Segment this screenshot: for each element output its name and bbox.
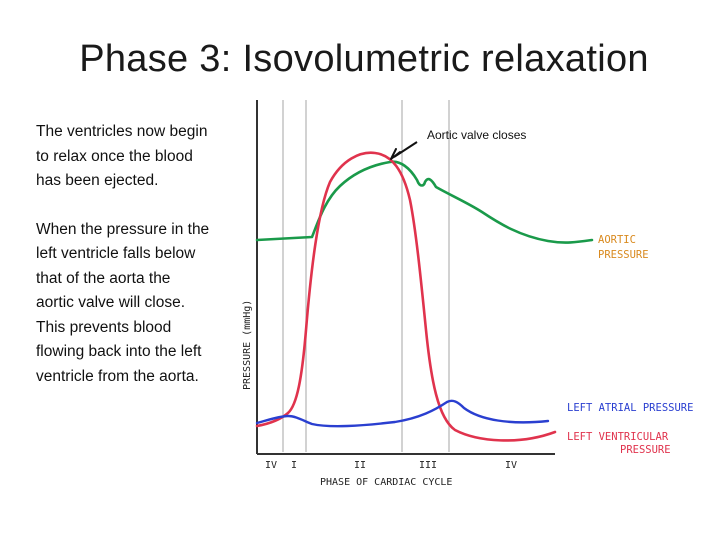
aortic-pressure-curve: [255, 160, 594, 244]
aortic-label-line-1: AORTIC: [598, 234, 636, 246]
phase-dividers: [282, 100, 450, 452]
atrial-pressure-curve: [255, 399, 550, 428]
phase-label-i: I: [291, 460, 297, 471]
annotation-label: Aortic valve closes: [427, 128, 526, 142]
phase-label-iv-end: IV: [505, 460, 517, 471]
x-axis-label: PHASE OF CARDIAC CYCLE: [320, 477, 452, 488]
ventricular-label-line-2: PRESSURE: [620, 444, 671, 456]
ventricular-pressure-curve: [255, 151, 557, 442]
ventricular-label-line-1: LEFT VENTRICULAR: [567, 431, 669, 443]
body-paragraph-2: When the pressure in the left ventricle …: [36, 220, 210, 385]
phase-labels: IV I II III IV: [265, 460, 517, 471]
body-paragraph-1: The ventricles now begin to relax once t…: [36, 123, 208, 189]
aortic-label-line-2: PRESSURE: [598, 249, 649, 261]
body-text: The ventricles now begin to relax once t…: [36, 120, 212, 413]
y-axis-label: PRESSURE (mmHg): [242, 300, 253, 390]
phase-label-ii: II: [354, 460, 366, 471]
phase-label-iii: III: [419, 460, 437, 471]
atrial-label: LEFT ATRIAL PRESSURE: [567, 402, 693, 414]
slide-title: Phase 3: Isovolumetric relaxation: [79, 38, 649, 80]
annotation-arrow-head: [390, 148, 401, 160]
phase-label-iv-start: IV: [265, 460, 277, 471]
